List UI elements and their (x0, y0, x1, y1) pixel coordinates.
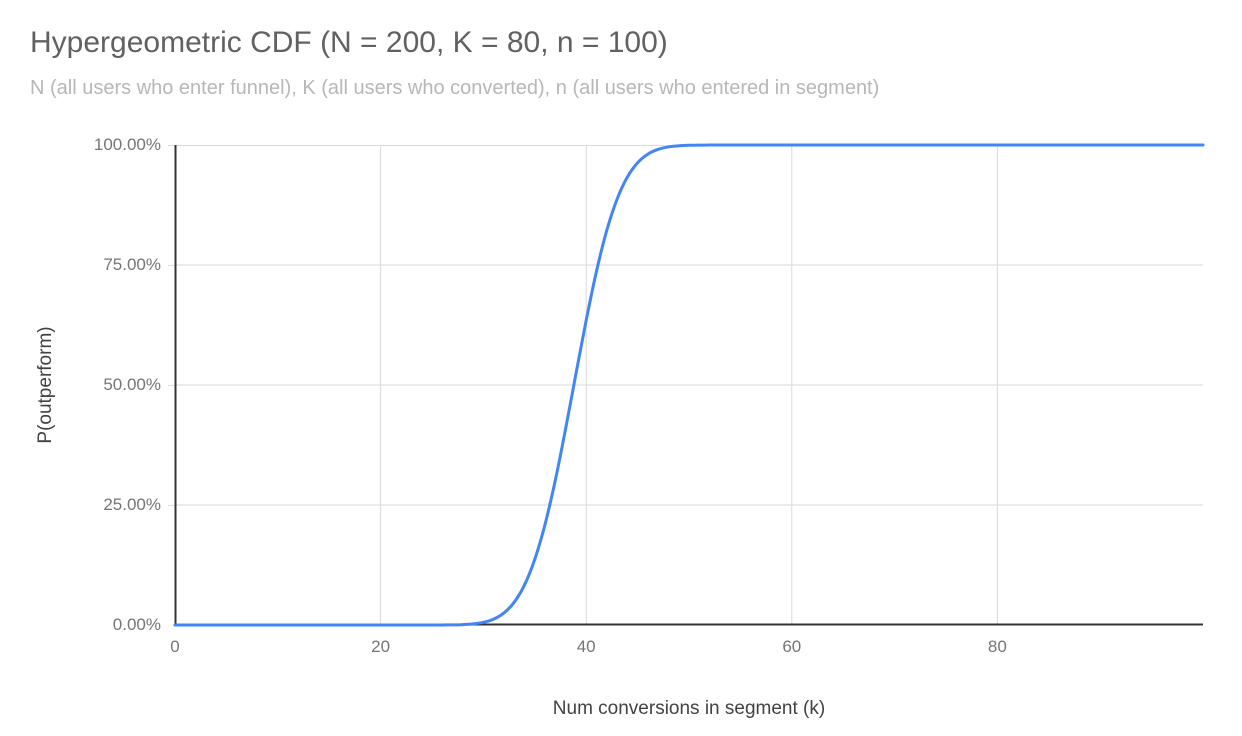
y-tick-mark (168, 505, 174, 506)
cdf-curve (173, 143, 1205, 627)
x-tick-label: 60 (782, 637, 802, 656)
x-tick-label: 0 (170, 637, 180, 656)
x-tick-label: 20 (371, 637, 391, 656)
y-tick-mark (168, 385, 174, 386)
x-axis-title: Num conversions in segment (k) (552, 698, 826, 719)
y-tick-label: 75.00% (103, 255, 161, 274)
y-axis-title: P(outperform) (35, 326, 56, 444)
y-tick-label: 0.00% (112, 615, 161, 634)
x-tick-label: 40 (576, 637, 596, 656)
y-tick-label: 50.00% (103, 375, 161, 394)
y-tick-mark (168, 145, 174, 146)
y-tick-label: 100.00% (93, 135, 161, 154)
y-tick-label: 25.00% (103, 495, 161, 514)
x-tick-label: 80 (987, 637, 1007, 656)
plot-area (173, 143, 1205, 627)
chart-subtitle: N (all users who enter funnel), K (all u… (30, 77, 880, 99)
chart-title: Hypergeometric CDF (N = 200, K = 80, n =… (30, 26, 668, 59)
y-tick-mark (168, 265, 174, 266)
